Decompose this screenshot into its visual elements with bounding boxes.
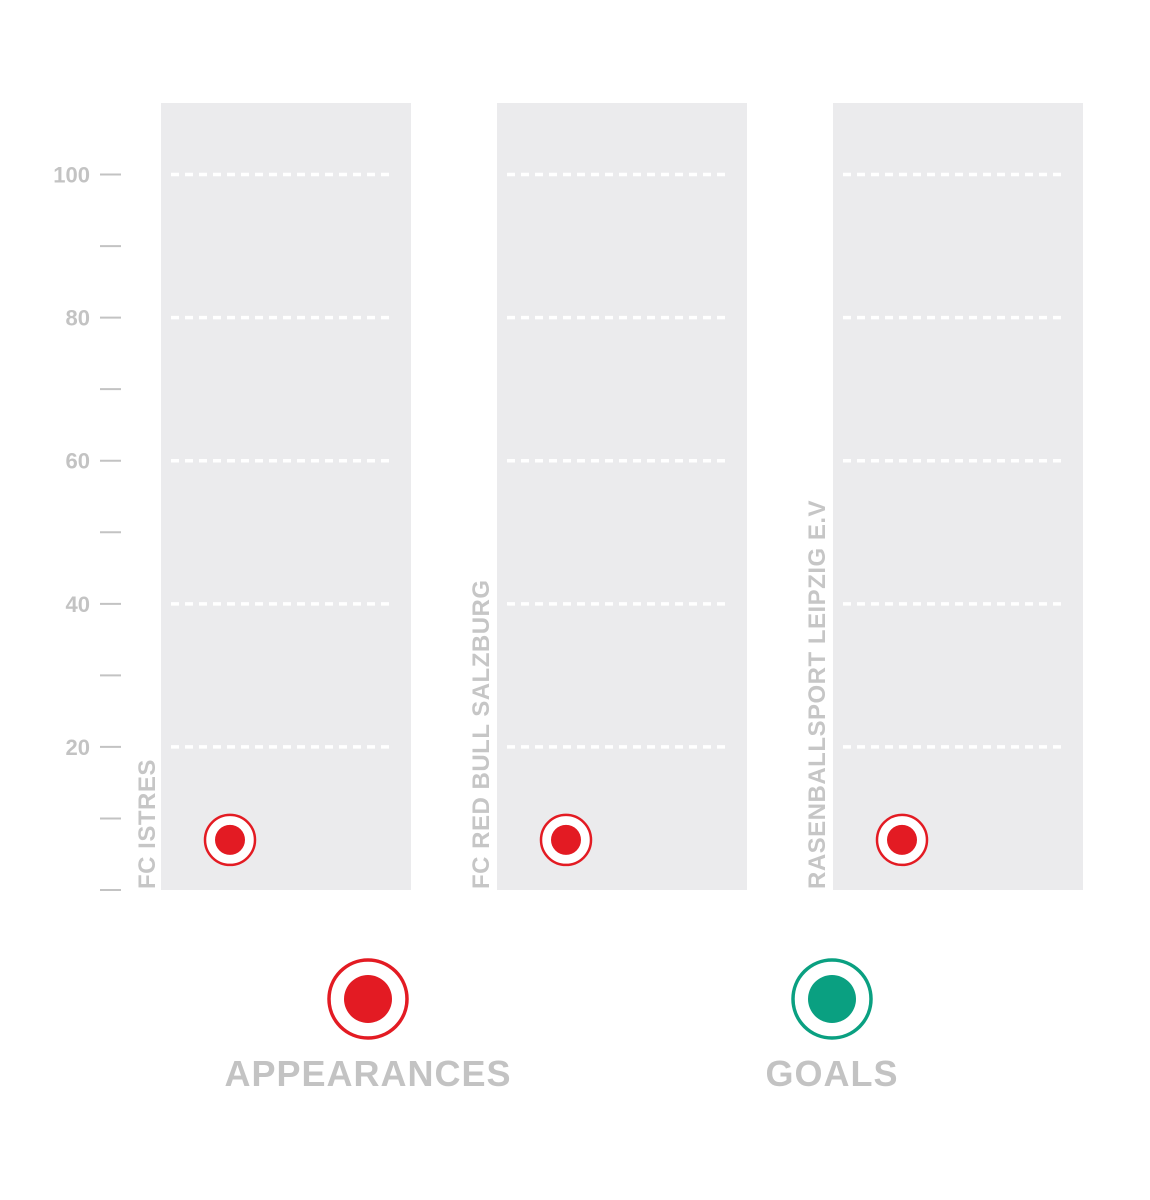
panel-2: [497, 103, 747, 890]
legend-marker-dot: [344, 975, 392, 1023]
y-tick-label-20: 20: [66, 735, 90, 760]
legend-label: GOALS: [765, 1053, 898, 1094]
y-tick-label-100: 100: [53, 163, 90, 188]
appearances-point-1: [203, 813, 257, 867]
y-axis: 20 40 60 80 100: [53, 163, 121, 891]
team-label-1: FC ISTRES: [134, 759, 161, 889]
team-label-2: FC RED BULL SALZBURG: [468, 579, 495, 889]
panel-3: [833, 103, 1083, 890]
legend-label: APPEARANCES: [224, 1053, 511, 1094]
data-points: [203, 813, 929, 867]
point-dot: [551, 824, 581, 855]
gridlines: [171, 172, 1065, 749]
legend-item-appearances: APPEARANCES: [224, 958, 511, 1094]
team-label-3: RASENBALLSPORT LEIPZIG E.V: [804, 500, 831, 889]
legend-item-goals: GOALS: [765, 958, 898, 1094]
panel-1: [161, 103, 411, 890]
y-tick-label-40: 40: [66, 592, 90, 617]
y-tick-label-60: 60: [66, 449, 90, 474]
appearances-point-2: [539, 813, 593, 867]
panels: [161, 103, 1083, 890]
team-labels: FC ISTRES FC RED BULL SALZBURG RASENBALLSP…: [134, 500, 831, 889]
legend: APPEARANCES GOALS: [224, 958, 898, 1094]
point-dot: [887, 824, 917, 855]
appearances-point-3: [875, 813, 929, 867]
y-tick-label-80: 80: [66, 306, 90, 331]
legend-marker-dot: [808, 975, 856, 1023]
point-dot: [215, 824, 245, 855]
